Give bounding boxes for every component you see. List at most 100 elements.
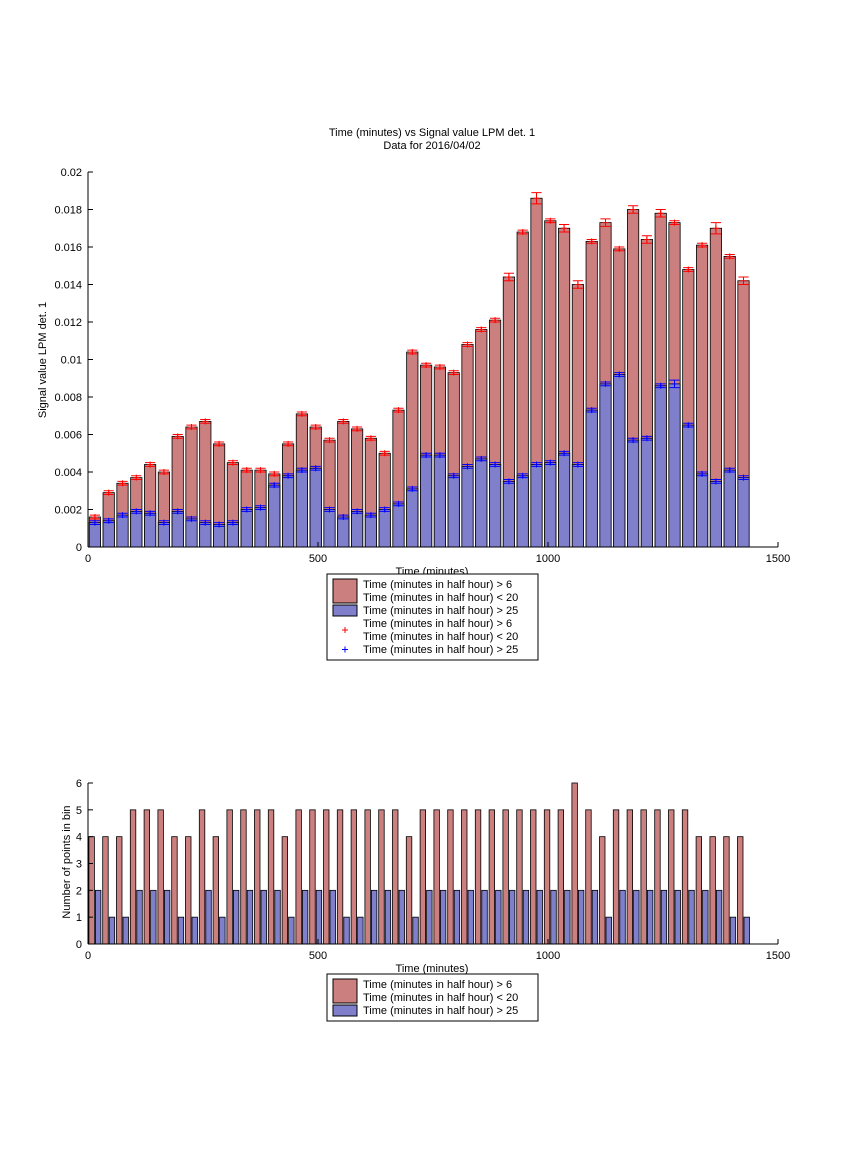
bar-red bbox=[157, 809, 164, 945]
x-tick-label: 1000 bbox=[536, 950, 560, 962]
bar-blue bbox=[447, 475, 460, 548]
marker-blue bbox=[602, 380, 609, 387]
bar-red bbox=[709, 836, 716, 945]
marker-blue bbox=[188, 515, 195, 522]
marker-blue bbox=[285, 472, 292, 479]
bar-blue bbox=[481, 889, 488, 945]
y-tick-label: 0.016 bbox=[54, 242, 82, 254]
marker-blue bbox=[340, 514, 347, 520]
bar-blue bbox=[102, 520, 115, 548]
marker-blue bbox=[381, 506, 388, 513]
marker-red bbox=[671, 219, 678, 226]
bar-red bbox=[198, 809, 206, 945]
bar-blue bbox=[489, 464, 502, 548]
bar-blue bbox=[461, 465, 474, 548]
bar-blue bbox=[412, 916, 419, 945]
marker-blue bbox=[505, 478, 512, 485]
marker-blue bbox=[643, 435, 650, 442]
bar-red bbox=[681, 809, 689, 945]
marker-blue bbox=[574, 461, 581, 468]
marker-blue bbox=[174, 508, 181, 515]
marker-red bbox=[712, 225, 719, 232]
marker-blue bbox=[588, 407, 595, 414]
marker-blue bbox=[671, 380, 678, 387]
bar-blue bbox=[729, 916, 737, 945]
marker-red bbox=[174, 433, 181, 440]
marker-red bbox=[119, 480, 126, 487]
y-tick-label: 0.004 bbox=[54, 467, 82, 479]
marker-red bbox=[450, 369, 457, 376]
bar-blue bbox=[737, 477, 750, 548]
chart-subtitle: Data for 2016/04/02 bbox=[383, 140, 480, 152]
bar-blue bbox=[578, 889, 585, 945]
bar-red bbox=[461, 809, 468, 945]
y-tick-label: 4 bbox=[76, 832, 82, 844]
markers bbox=[91, 195, 747, 528]
bar-red bbox=[626, 809, 633, 945]
bar-blue bbox=[260, 889, 267, 945]
marker-blue bbox=[616, 371, 623, 378]
x-tick-label: 500 bbox=[309, 950, 327, 962]
bar-blue bbox=[723, 469, 736, 548]
marker-red bbox=[423, 362, 430, 369]
marker-red bbox=[436, 364, 443, 370]
marker-red bbox=[257, 467, 264, 474]
bar-red bbox=[557, 809, 564, 945]
bars-series-1 bbox=[88, 782, 744, 945]
bar-blue bbox=[406, 488, 419, 548]
marker-red bbox=[505, 274, 512, 280]
marker-blue bbox=[202, 519, 209, 526]
bar-blue bbox=[370, 889, 378, 945]
x-tick-label: 1500 bbox=[766, 950, 790, 962]
bar-blue bbox=[219, 916, 226, 945]
y-tick-label: 0.01 bbox=[61, 355, 82, 367]
bar-blue bbox=[702, 889, 709, 945]
bar-blue bbox=[364, 514, 377, 548]
bar-blue bbox=[88, 522, 101, 548]
bar-red bbox=[226, 809, 233, 945]
marker-red bbox=[160, 469, 167, 475]
bar-red bbox=[143, 809, 151, 945]
marker-red bbox=[588, 238, 595, 245]
marker-red bbox=[561, 225, 568, 232]
marker-red bbox=[519, 229, 526, 235]
marker-red bbox=[312, 424, 319, 430]
marker-blue bbox=[630, 437, 637, 444]
marker-blue bbox=[105, 517, 112, 524]
y-tick-label: 0.012 bbox=[54, 317, 82, 329]
marker-blue bbox=[561, 450, 568, 457]
marker-red bbox=[285, 440, 292, 447]
marker-red bbox=[492, 317, 499, 324]
y-tick-label: 1 bbox=[76, 912, 82, 924]
bar-blue bbox=[213, 524, 226, 548]
bar-blue bbox=[599, 383, 612, 548]
marker-red bbox=[464, 341, 471, 348]
y-ticks: 0 0.002 0.004 0.006 0.008 0.01 0.012 0.014 0.016… bbox=[54, 167, 93, 554]
legend-marker-red bbox=[342, 627, 348, 633]
legend-label: Time (minutes in half hour) < 20 bbox=[363, 631, 518, 643]
bar-red bbox=[102, 836, 109, 945]
marker-red bbox=[533, 195, 540, 202]
bar-blue bbox=[392, 503, 405, 548]
marker-blue bbox=[740, 474, 747, 481]
bar-red bbox=[612, 809, 620, 945]
x-tick-label: 500 bbox=[309, 553, 327, 565]
legend-label: Time (minutes in half hour) < 20 bbox=[363, 592, 518, 604]
bar-red bbox=[336, 809, 344, 945]
x-axis-label: Time (minutes) bbox=[396, 963, 469, 975]
marker-red bbox=[147, 461, 154, 468]
bar-blue bbox=[591, 889, 599, 945]
bar-blue bbox=[240, 509, 253, 548]
bar-red bbox=[240, 809, 247, 945]
x-tick-label: 0 bbox=[85, 553, 91, 565]
bar-blue bbox=[716, 889, 723, 945]
marker-red bbox=[326, 437, 333, 444]
bar-red bbox=[295, 809, 302, 945]
bar-blue bbox=[743, 916, 750, 945]
bar-blue bbox=[709, 480, 722, 548]
bar-red bbox=[695, 836, 702, 945]
bar-blue bbox=[571, 464, 584, 548]
marker-red bbox=[699, 242, 706, 249]
